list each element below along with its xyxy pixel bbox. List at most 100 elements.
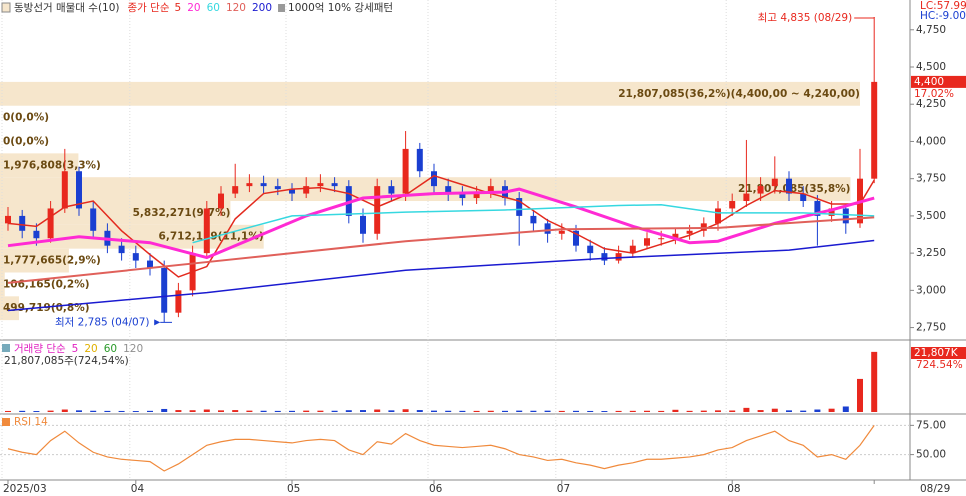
volume-bar [573, 410, 579, 412]
y-tick-label: 4,250 [916, 98, 946, 110]
volume-bar [544, 410, 551, 412]
candle-body [203, 208, 210, 254]
high-note: 최고 4,835 (08/29) [758, 12, 853, 24]
volume-bar [615, 410, 622, 412]
ma-line [192, 203, 875, 244]
candle-body [459, 193, 466, 199]
volume-bar [416, 410, 423, 412]
candle-body [629, 245, 636, 254]
profile-bar [0, 272, 5, 297]
volume-summary: 21,807,085주(724,54%) [4, 355, 129, 367]
y-tick-label: 3,750 [916, 173, 946, 185]
candle-body [76, 171, 82, 209]
rsi-tick-label: 50.00 [916, 449, 946, 461]
volume-bar [5, 410, 11, 412]
volume-bar [530, 410, 537, 412]
legend-entry: 20 [187, 2, 200, 14]
candle-body [786, 178, 792, 194]
volume-bar [218, 410, 224, 412]
volume-bar [161, 408, 168, 412]
volume-bar [303, 410, 310, 412]
volume-bar [104, 410, 111, 412]
candle-body [118, 245, 125, 254]
profile-label: 1,976,808(3,3%) [3, 159, 101, 171]
volume-bar [289, 410, 295, 412]
low-arrowhead [154, 319, 161, 326]
candle-body [232, 186, 239, 194]
volume-bar [502, 410, 508, 412]
volume-bar [317, 410, 324, 412]
volume-last-box [911, 347, 966, 359]
volume-bar [445, 410, 452, 412]
volume-bar [871, 351, 878, 412]
y-tick-label: 4,750 [916, 24, 946, 36]
candle-body [530, 215, 537, 224]
candle-body [743, 193, 750, 202]
x-tick-label: 05 [287, 483, 300, 495]
legend-entry: 60 [207, 2, 220, 14]
profile-label: 21,807,085(35,8%) [738, 183, 850, 195]
candle-body [360, 215, 366, 234]
profile-label: 106,165(0,2%) [3, 278, 90, 290]
candle-body [402, 148, 409, 194]
profile-label: 5,832,271(9,7%) [133, 207, 231, 219]
volume-legend: 거래량 단순 [14, 343, 66, 355]
volume-bar [601, 411, 608, 412]
ma-line [7, 216, 875, 284]
volume-bar [487, 410, 494, 412]
volume-bar [629, 410, 636, 412]
candle-body [289, 189, 295, 194]
candle-body [260, 183, 267, 187]
candle-body [672, 233, 679, 239]
rsi-title: RSI 14 [14, 416, 48, 428]
last-price-box [911, 75, 966, 88]
candle-body [573, 230, 579, 246]
profile-bar [0, 224, 264, 249]
candle-body [317, 183, 324, 187]
y-tick-label: 3,000 [916, 284, 946, 296]
legend-box [278, 4, 286, 12]
last-price: 4,400 [914, 76, 944, 88]
candle-body [871, 81, 878, 179]
volume-bar [757, 410, 764, 412]
legend-title: 동방선거 매물대 수(10) [14, 2, 120, 14]
volume-bar [771, 408, 778, 412]
legend-box [2, 344, 10, 352]
candle-body [416, 148, 423, 172]
candle-body [61, 171, 68, 209]
candle-body [644, 238, 650, 246]
volume-bar [715, 410, 721, 412]
volume-bar [459, 410, 466, 412]
x-tick-label: 06 [429, 483, 443, 495]
volume-bar [147, 410, 153, 412]
ma-line [7, 174, 875, 278]
rsi-tick-label: 75.00 [916, 419, 946, 431]
volume-bar [402, 409, 409, 412]
legend-entry: 120 [226, 2, 246, 14]
candle-body [487, 186, 494, 194]
profile-label: 6,712,119(11,1%) [159, 231, 264, 243]
last-pct: 17.02% [914, 88, 954, 100]
candle-body [715, 208, 721, 224]
profile-label: 21,807,085(36,2%)(4,400,00 ~ 4,240,00) [618, 88, 860, 100]
profile-label: 0(0,0%) [3, 135, 49, 147]
volume-bar [19, 410, 26, 412]
volume-bar [388, 410, 395, 412]
candle-body [445, 186, 452, 194]
x-tick-label: 08/29 [920, 483, 950, 495]
volume-bar [360, 410, 366, 412]
profile-label: 1,777,665(2,9%) [3, 255, 101, 267]
candle-body [729, 201, 736, 209]
pattern-label: 1000억 10% 강세패턴 [288, 2, 393, 14]
volume-bar [274, 410, 281, 412]
volume-bar [246, 410, 253, 412]
profile-bar [0, 153, 79, 178]
volume-legend-entry: 60 [104, 343, 117, 355]
candle-body [516, 198, 523, 216]
ma-line [7, 239, 875, 312]
volume-bar [686, 410, 693, 412]
profile-bar [0, 248, 69, 273]
legend-ma-label: 종가 단순 [128, 2, 170, 14]
candle-body [658, 238, 665, 240]
x-tick-label: 08 [727, 483, 740, 495]
